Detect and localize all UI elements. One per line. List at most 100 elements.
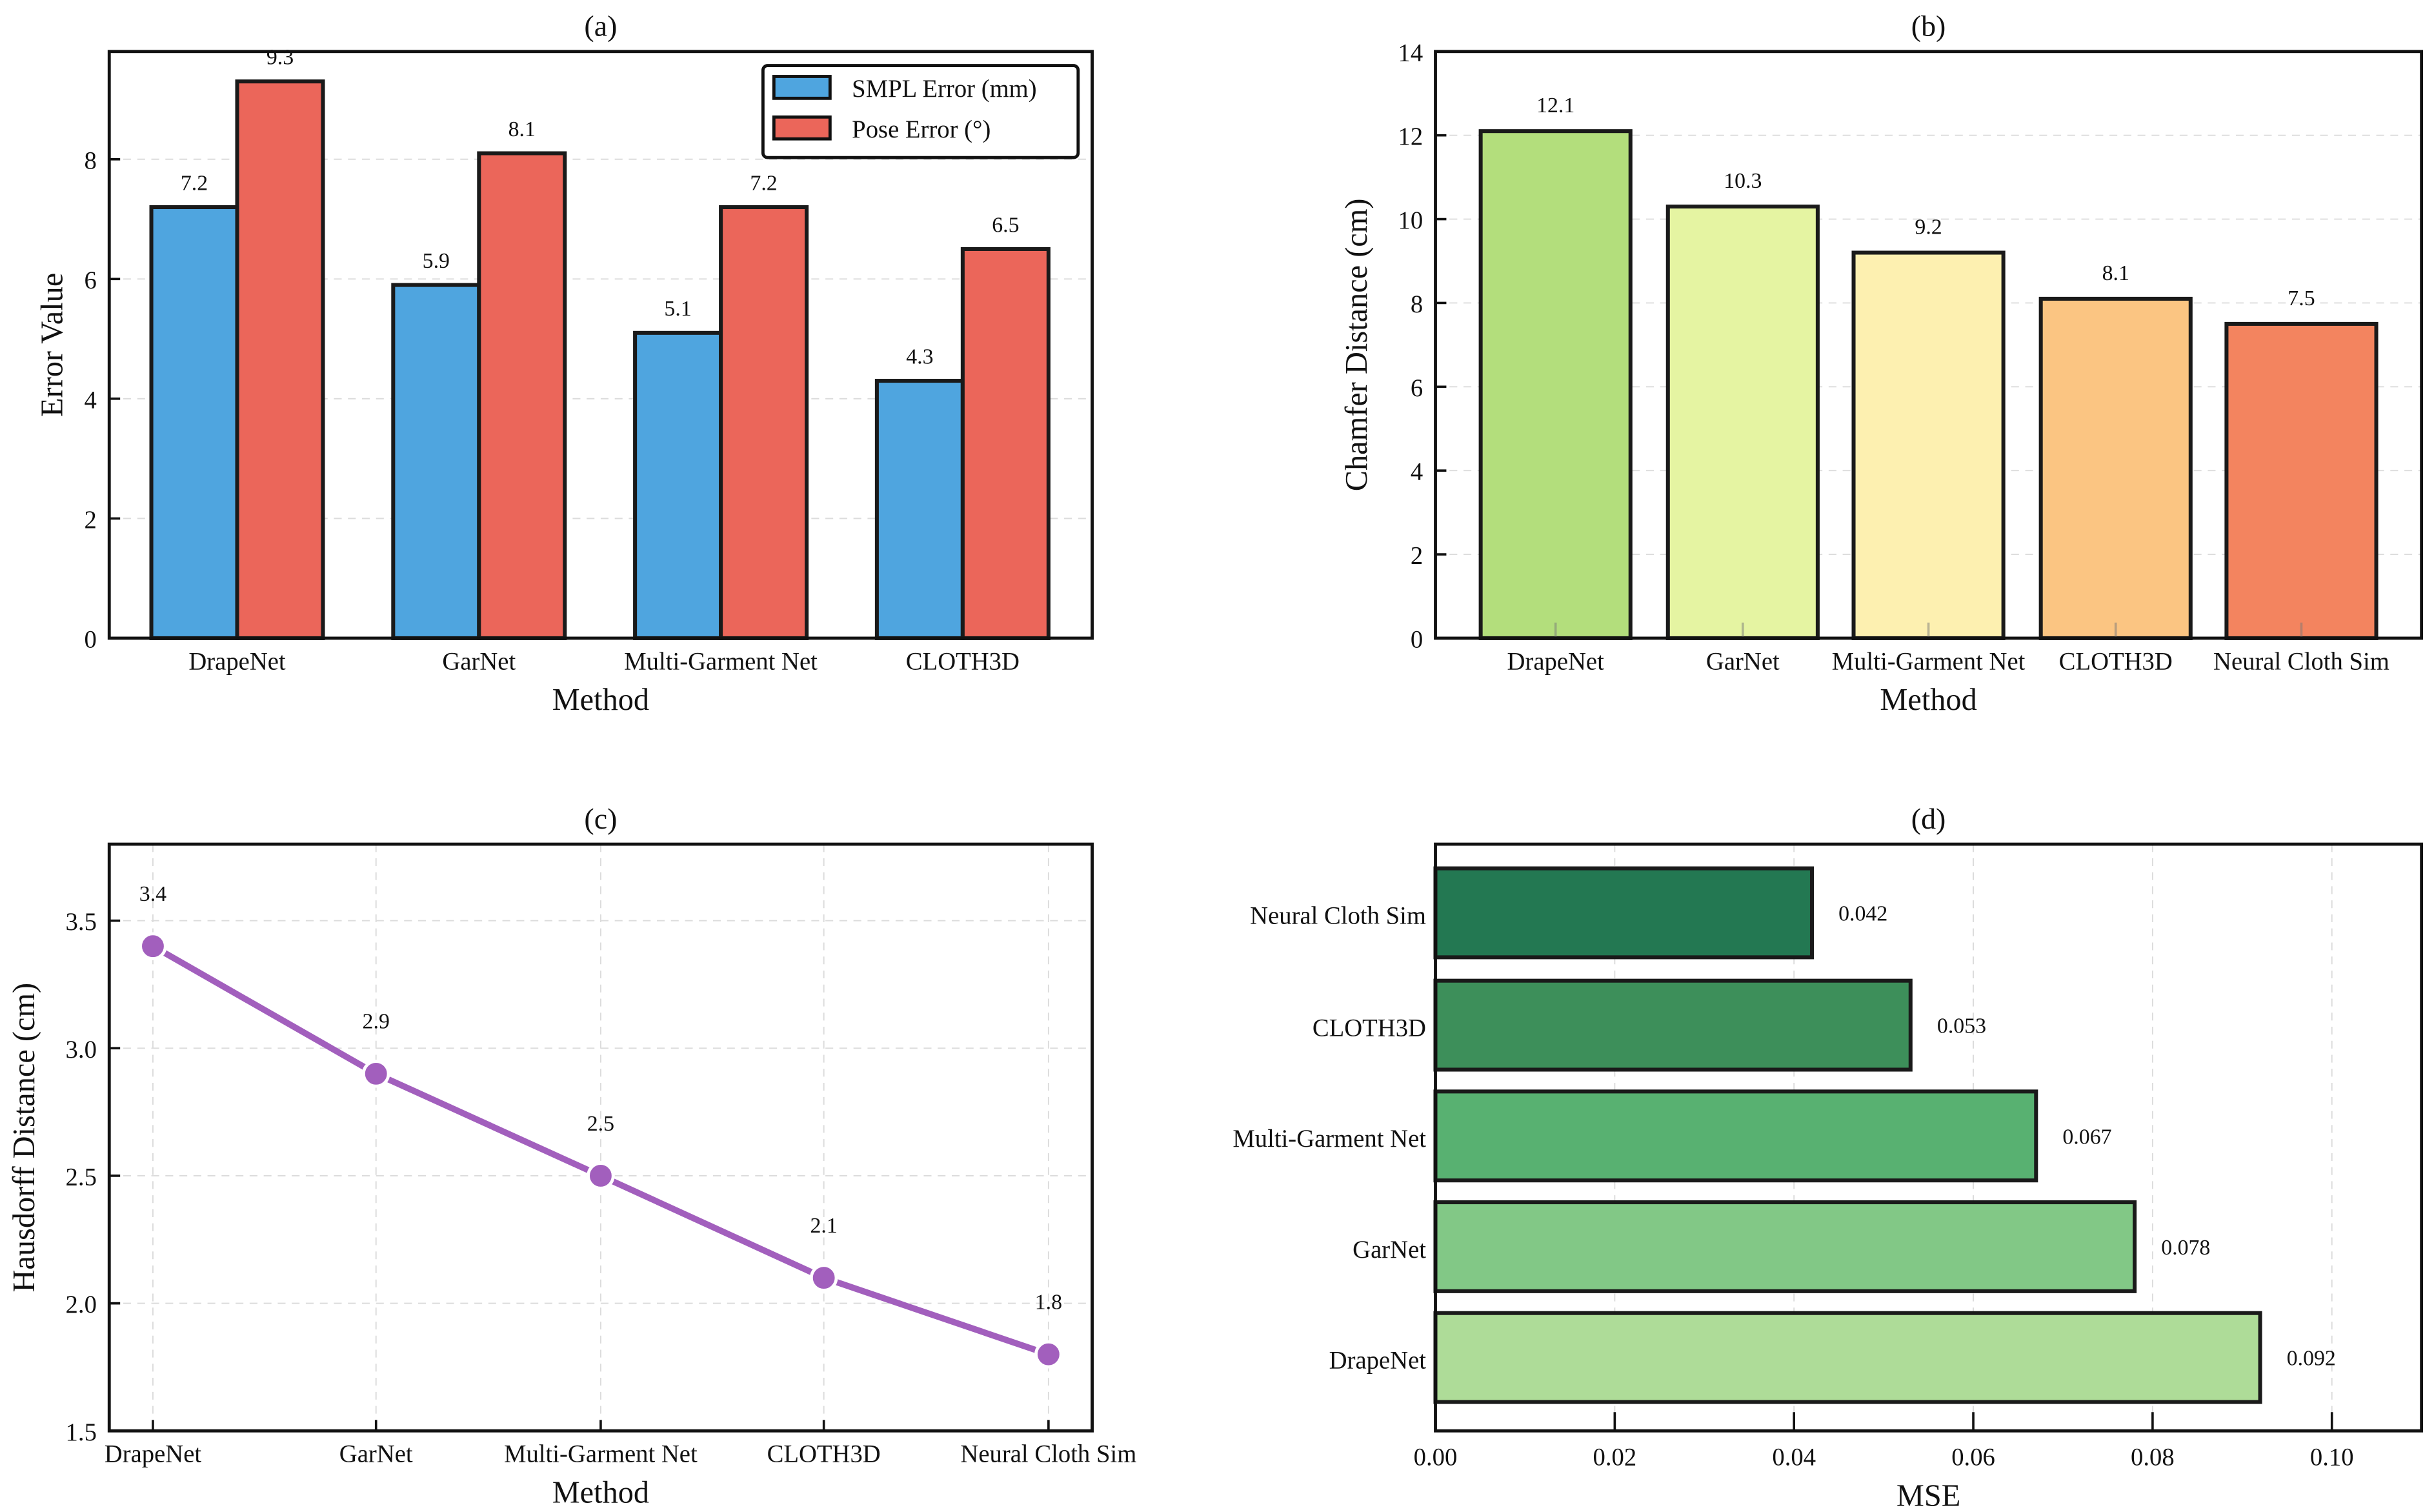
x-tick-label: Neural Cloth Sim [2213, 648, 2389, 675]
x-tick-label: DrapeNet [105, 1441, 202, 1468]
x-tick-label: Multi-Garment Net [504, 1441, 698, 1468]
chart-title: (b) [1911, 10, 1946, 43]
x-axis-label: MSE [1896, 1478, 1960, 1512]
x-tick-label: 0.04 [1772, 1444, 1816, 1471]
y-axis-label: Chamfer Distance (cm) [1340, 199, 1374, 492]
bar-pose [477, 151, 567, 640]
data-point [1034, 1340, 1063, 1369]
bar-pose [960, 247, 1051, 640]
y-tick-label: 4 [85, 387, 97, 414]
bar [2224, 321, 2379, 640]
y-tick-label: 4 [1411, 459, 1423, 486]
y-tick-label: 6 [1411, 375, 1423, 402]
x-axis-label: Method [552, 1475, 649, 1509]
axes-frame [107, 842, 1094, 1433]
bar-value-label: 7.2 [181, 171, 208, 195]
bar-value-label: 7.5 [2288, 287, 2315, 310]
panel-a-bar-chart: 0 2 4 6 8 (a) Method Error Value 7.2 9.3 DrapeNet 5… [35, 10, 1094, 717]
bar-value-label: 0.067 [2062, 1125, 2111, 1149]
bar-pose [719, 205, 809, 640]
y-tick-label: 3.5 [66, 909, 97, 936]
legend: SMPL Error (mm) Pose Error (°) [761, 64, 1080, 159]
legend-box [761, 64, 1080, 159]
x-tick-label: DrapeNet [188, 648, 286, 675]
y-tick-label: 2 [85, 507, 97, 534]
x-tick-label: 0.02 [1593, 1444, 1637, 1471]
x-tick-label: 0.00 [1414, 1444, 1458, 1471]
chart-title: (a) [584, 10, 617, 43]
data-point [139, 932, 167, 960]
y-tick-label: 3.0 [66, 1036, 97, 1063]
axes-frame [107, 50, 1094, 640]
panel-b-bar-chart: 0 2 4 6 8 10 12 14 (b) Method Chamfer Distance (cm… [1340, 10, 2424, 717]
x-axis-label: Method [1880, 683, 1976, 717]
x-tick-label: CLOTH3D [767, 1441, 881, 1468]
legend-label: Pose Error (°) [852, 116, 991, 143]
y-tick-label: Neural Cloth Sim [1250, 902, 1426, 929]
x-tick-label: Multi-Garment Net [624, 648, 818, 675]
x-tick-label: GarNet [1706, 648, 1780, 675]
bar-value-label: 5.9 [423, 249, 450, 273]
x-tick-label: GarNet [442, 648, 516, 675]
y-tick-label: Multi-Garment Net [1232, 1125, 1426, 1153]
bar-value-label: 5.1 [664, 297, 691, 321]
bar-value-label: 4.3 [906, 345, 933, 368]
bar [1665, 205, 1820, 640]
y-tick-label: 10 [1398, 207, 1423, 234]
x-tick-label: GarNet [339, 1441, 413, 1468]
bar-value-label: 6.5 [992, 213, 1019, 237]
x-tick-label: Neural Cloth Sim [960, 1441, 1136, 1468]
bar-value-label: 9.2 [1915, 215, 1942, 239]
series-line [151, 943, 1050, 1358]
data-point [809, 1264, 838, 1292]
bar-value-label: 0.078 [2161, 1236, 2210, 1260]
bar [1433, 1089, 2038, 1183]
axes-frame [1434, 842, 2424, 1433]
y-tick-label: DrapeNet [1329, 1347, 1427, 1375]
data-point [587, 1162, 615, 1190]
x-tick-label: 0.08 [2131, 1444, 2175, 1471]
legend-label: SMPL Error (mm) [852, 76, 1036, 103]
bar [1851, 250, 2006, 640]
bar-value-label: 0.092 [2287, 1347, 2336, 1371]
point-value-label: 2.1 [810, 1214, 838, 1238]
panel-c-line-chart: 1.5 2.0 2.5 3.0 3.5 (c) Method Hausdorff Distan… [7, 802, 1136, 1510]
chart-title: (d) [1911, 802, 1946, 835]
bar-value-label: 9.3 [267, 46, 294, 70]
x-tick-label: 0.06 [1951, 1444, 1995, 1471]
bar-value-label: 7.2 [750, 171, 777, 195]
point-value-label: 3.4 [139, 882, 166, 906]
y-tick-label: CLOTH3D [1313, 1015, 1426, 1042]
bar-smpl [149, 205, 239, 640]
bar [2038, 296, 2193, 640]
bar [1433, 978, 1913, 1072]
bar-value-label: 0.042 [1838, 902, 1887, 926]
bar-value-label: 0.053 [1937, 1014, 1986, 1038]
point-value-label: 2.5 [587, 1112, 614, 1136]
y-tick-label: 1.5 [66, 1419, 97, 1446]
y-axis-label: Hausdorff Distance (cm) [7, 983, 41, 1293]
x-tick-label: CLOTH3D [906, 648, 1020, 675]
y-tick-label: 8 [85, 147, 97, 174]
y-tick-label: 0 [1411, 626, 1423, 653]
bar-pose [235, 79, 325, 640]
bar [1433, 1311, 2262, 1404]
y-tick-label: 12 [1398, 123, 1423, 150]
bar-smpl [874, 379, 965, 640]
y-tick-label: 2.5 [66, 1164, 97, 1191]
y-tick-label: 6 [85, 267, 97, 294]
bar-value-label: 8.1 [2102, 261, 2129, 285]
y-axis-label: Error Value [35, 273, 70, 417]
y-tick-label: 2 [1411, 543, 1423, 570]
x-tick-label: DrapeNet [1507, 648, 1605, 675]
data-point [361, 1060, 390, 1088]
y-tick-label: 8 [1411, 291, 1423, 318]
bar [1433, 1200, 2137, 1293]
y-tick-label: 2.0 [66, 1291, 97, 1318]
x-axis-label: Method [552, 683, 649, 717]
chart-title: (c) [584, 802, 617, 835]
x-tick-label: 0.10 [2310, 1444, 2354, 1471]
axes-frame [1434, 50, 2424, 640]
bar [1478, 129, 1633, 640]
x-tick-label: Multi-Garment Net [1832, 648, 2026, 675]
